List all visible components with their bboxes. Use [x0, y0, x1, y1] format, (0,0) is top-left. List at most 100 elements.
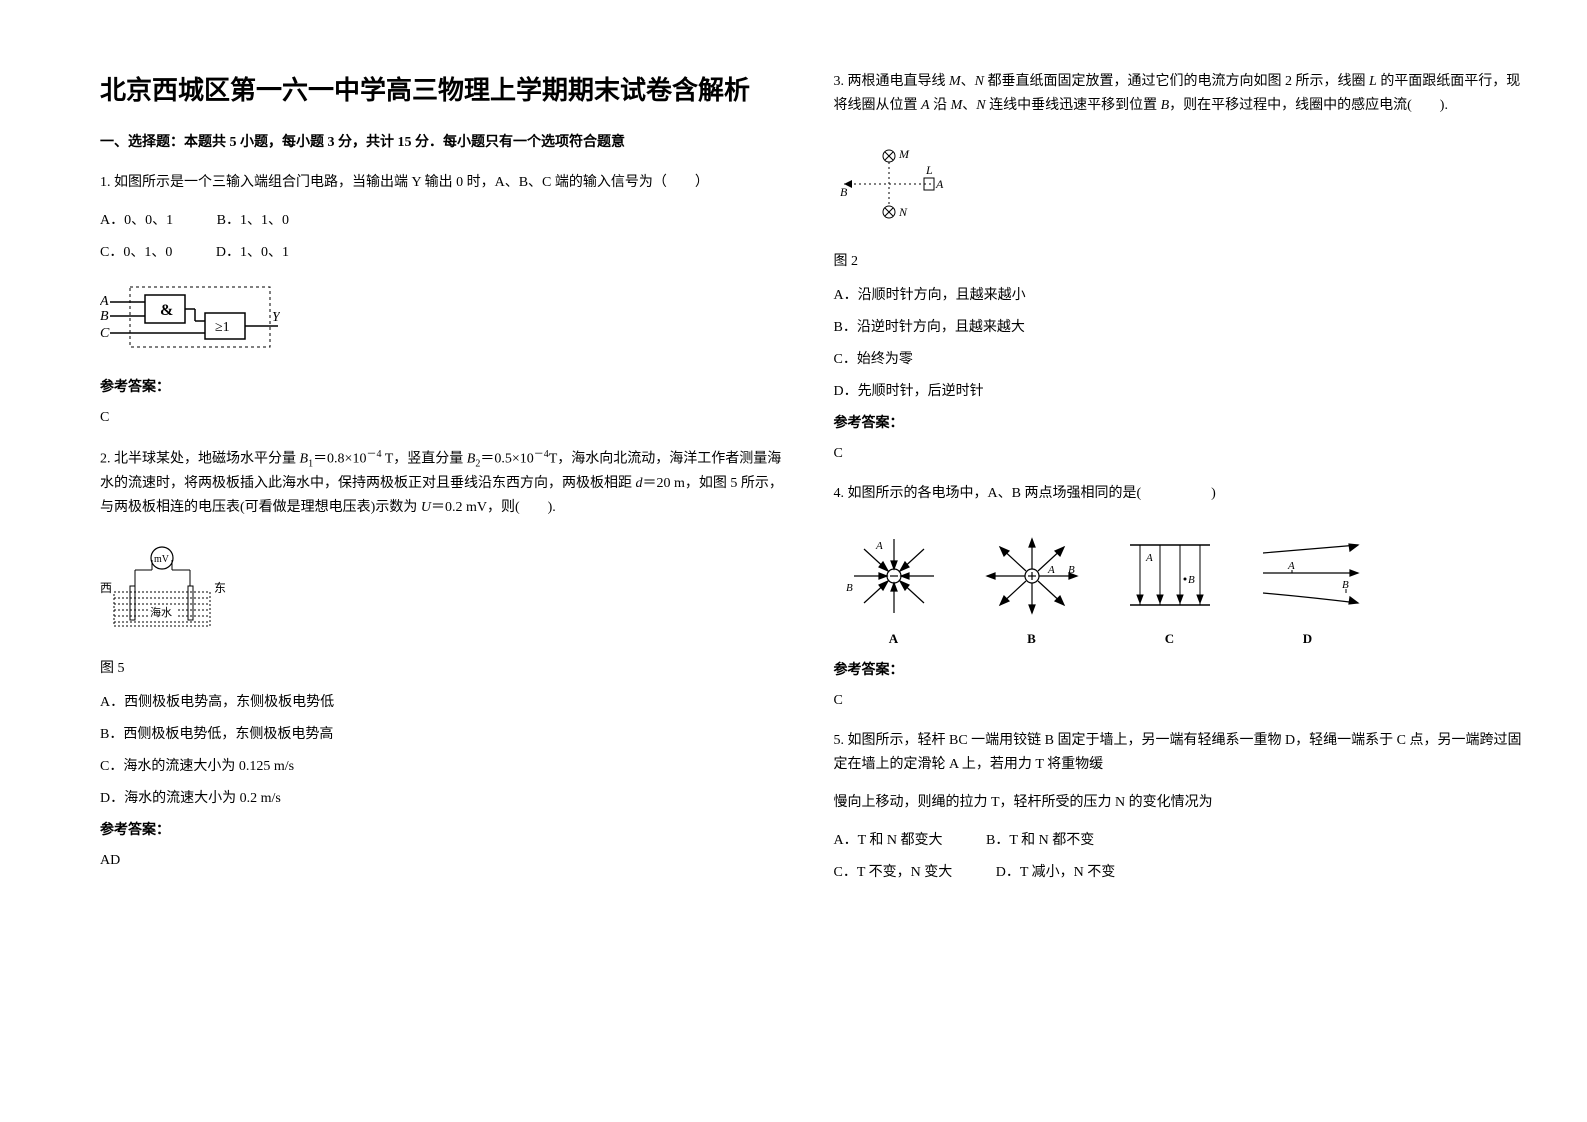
q3-m1: 、 — [961, 74, 975, 89]
q3-fig-n: N — [898, 205, 908, 219]
svg-text:A: A — [1145, 552, 1153, 564]
q3-m5: 、 — [962, 98, 976, 113]
q2-b1e: －4 — [366, 449, 381, 460]
q2-answer: AD — [100, 853, 794, 869]
q3-figure: M N B A L — [834, 144, 1528, 224]
q2-d: d — [636, 476, 643, 491]
q3-b: B — [1161, 98, 1170, 113]
q3-m6: 连线中垂线迅速平移到位置 — [986, 98, 1161, 113]
water-label: 海水 — [150, 605, 172, 619]
q3-m2b: M — [951, 98, 963, 113]
field-diagram-b: A B — [972, 531, 1092, 621]
q1-opts-row1: A．0、0、1 B．1、1、0 — [100, 209, 794, 229]
or-label: ≥1 — [215, 320, 230, 335]
seawater-diagram: mV 海水 西 东 — [100, 546, 240, 631]
q5-opt-a: A．T 和 N 都变大 — [834, 829, 943, 849]
q4-label-c: C — [1110, 631, 1230, 647]
q3-l: L — [1369, 74, 1377, 89]
q5-text2: 慢向上移动，则绳的拉力 T，轻杆所受的压力 N 的变化情况为 — [834, 791, 1528, 815]
q2-b1v: ＝0.8×10 — [313, 451, 366, 466]
q2-b1: B — [300, 451, 309, 466]
svg-text:A: A — [1047, 564, 1055, 576]
q4-answer: C — [834, 693, 1528, 709]
q4-answer-header: 参考答案： — [834, 659, 1528, 679]
q2-opt-b: B．西侧极板电势低，东侧极板电势高 — [100, 723, 794, 743]
q3-n: N — [975, 74, 984, 89]
q3-fig-m: M — [898, 147, 910, 161]
q1-opts-row2: C．0、1、0 D．1、0、1 — [100, 241, 794, 261]
mv-label: mV — [154, 554, 170, 565]
q1-text: 1. 如图所示是一个三输入端组合门电路，当输出端 Y 输出 0 时，A、B、C … — [100, 171, 794, 195]
q3-m: M — [949, 74, 961, 89]
q3-fig-label: 图 2 — [834, 250, 1528, 270]
field-diagram-c: A B — [1110, 531, 1230, 621]
q2-uv: ＝0.2 mV，则( ). — [431, 500, 556, 515]
q2-fig-label: 图 5 — [100, 657, 794, 677]
q5-opts-row1: A．T 和 N 都变大 B．T 和 N 都不变 — [834, 829, 1528, 849]
label-c: C — [100, 326, 110, 341]
logic-gate-diagram: & ≥1 A B C Y — [100, 285, 280, 360]
q3-end: ，则在平移过程中，线圈中的感应电流( ). — [1169, 98, 1448, 113]
field-diagram-a: A B — [834, 531, 954, 621]
wire-coil-diagram: M N B A L — [834, 144, 964, 224]
label-y: Y — [272, 310, 280, 325]
q4-chart-a: A B A — [834, 531, 954, 647]
q4-label-b: B — [972, 631, 1092, 647]
q3-m2: 都垂直纸面固定放置，通过它们的电流方向如图 2 所示，线圈 — [984, 74, 1369, 89]
q3-opt-d: D．先顺时针，后逆时针 — [834, 380, 1528, 400]
q3-m4: 沿 — [930, 98, 951, 113]
q5-opt-b: B．T 和 N 都不变 — [986, 829, 1094, 849]
section-header: 一、选择题：本题共 5 小题，每小题 3 分，共计 15 分．每小题只有一个选项… — [100, 131, 794, 151]
q4-chart-c: A B C — [1110, 531, 1230, 647]
svg-text:B: B — [1188, 574, 1195, 586]
q2-b1u: T，竖直分量 — [381, 451, 466, 466]
q2-answer-header: 参考答案： — [100, 819, 794, 839]
q4-label-a: A — [834, 631, 954, 647]
q3-a: A — [921, 98, 930, 113]
q2-pre: 2. 北半球某处，地磁场水平分量 — [100, 451, 300, 466]
q3-opt-c: C．始终为零 — [834, 348, 1528, 368]
q3-fig-l: L — [925, 163, 933, 177]
q3-pre: 3. 两根通电直导线 — [834, 74, 950, 89]
q2-b2v: ＝0.5×10 — [480, 451, 533, 466]
field-diagram-d: A B — [1248, 531, 1368, 621]
q1-opt-d: D．1、0、1 — [216, 241, 289, 261]
left-column: 北京西城区第一六一中学高三物理上学期期末试卷含解析 一、选择题：本题共 5 小题… — [100, 70, 794, 1072]
q5-opt-c: C．T 不变，N 变大 — [834, 861, 953, 881]
q1-opt-b: B．1、1、0 — [217, 209, 289, 229]
q1-answer: C — [100, 410, 794, 426]
q5-opt-d: D．T 减小，N 不变 — [996, 861, 1116, 881]
svg-text:A: A — [875, 540, 883, 552]
q2-b2e: －4 — [534, 449, 549, 460]
q1-answer-header: 参考答案： — [100, 376, 794, 396]
right-column: 3. 两根通电直导线 M、N 都垂直纸面固定放置，通过它们的电流方向如图 2 所… — [834, 70, 1528, 1072]
q4-chart-b: A B B — [972, 531, 1092, 647]
q1-opt-a: A．0、0、1 — [100, 209, 173, 229]
q5-text: 5. 如图所示，轻杆 BC 一端用铰链 B 固定于墙上，另一端有轻绳系一重物 D… — [834, 729, 1528, 777]
q2-figure: mV 海水 西 东 — [100, 546, 794, 631]
q5-opts-row2: C．T 不变，N 变大 D．T 减小，N 不变 — [834, 861, 1528, 881]
q2-opt-d: D．海水的流速大小为 0.2 m/s — [100, 787, 794, 807]
q2-u: U — [421, 500, 431, 515]
q2-opt-c: C．海水的流速大小为 0.125 m/s — [100, 755, 794, 775]
q4-text: 4. 如图所示的各电场中，A、B 两点场强相同的是( ) — [834, 482, 1528, 506]
q3-fig-b: B — [840, 185, 848, 199]
q3-fig-a: A — [935, 177, 944, 191]
west-label: 西 — [100, 581, 112, 595]
q4-label-d: D — [1248, 631, 1368, 647]
q3-answer: C — [834, 446, 1528, 462]
q4-chart-d: A B D — [1248, 531, 1368, 647]
q3-opt-b: B．沿逆时针方向，且越来越大 — [834, 316, 1528, 336]
q3-answer-header: 参考答案： — [834, 412, 1528, 432]
svg-text:A: A — [1287, 560, 1295, 572]
svg-text:B: B — [1068, 564, 1075, 576]
q2-text: 2. 北半球某处，地磁场水平分量 B1＝0.8×10－4 T，竖直分量 B2＝0… — [100, 446, 794, 520]
q3-text: 3. 两根通电直导线 M、N 都垂直纸面固定放置，通过它们的电流方向如图 2 所… — [834, 70, 1528, 118]
q3-n2: N — [976, 98, 985, 113]
and-label: & — [160, 302, 173, 319]
svg-text:B: B — [846, 582, 853, 594]
q3-opt-a: A．沿顺时针方向，且越来越小 — [834, 284, 1528, 304]
east-label: 东 — [214, 581, 226, 595]
label-a: A — [100, 294, 109, 309]
q2-opt-a: A．西侧极板电势高，东侧极板电势低 — [100, 691, 794, 711]
